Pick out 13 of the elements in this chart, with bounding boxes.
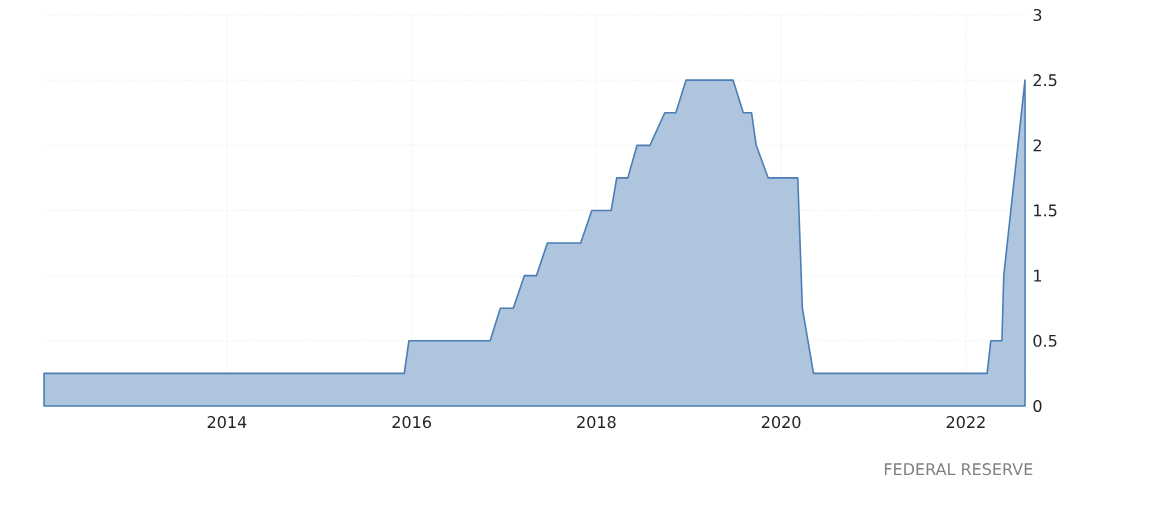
x-tick-label: 2022 bbox=[946, 416, 985, 429]
y-tick-label: 2 bbox=[1033, 139, 1041, 152]
y-tick-label: 0 bbox=[1033, 399, 1042, 413]
y-tick-label: 3 bbox=[1033, 8, 1042, 22]
y-tick-label: 0.5 bbox=[1033, 334, 1057, 347]
x-tick-label: 2018 bbox=[577, 416, 616, 429]
y-tick-label: 2.5 bbox=[1033, 74, 1057, 87]
y-tick-label: 1 bbox=[1034, 269, 1042, 282]
text: FEDERAL RESERVE bbox=[884, 463, 1033, 476]
x-tick-label: 2014 bbox=[207, 416, 247, 429]
y-tick-label: 1.5 bbox=[1034, 204, 1057, 217]
x-tick-label: 2020 bbox=[761, 416, 801, 429]
x-tick-label: 2016 bbox=[392, 416, 431, 429]
